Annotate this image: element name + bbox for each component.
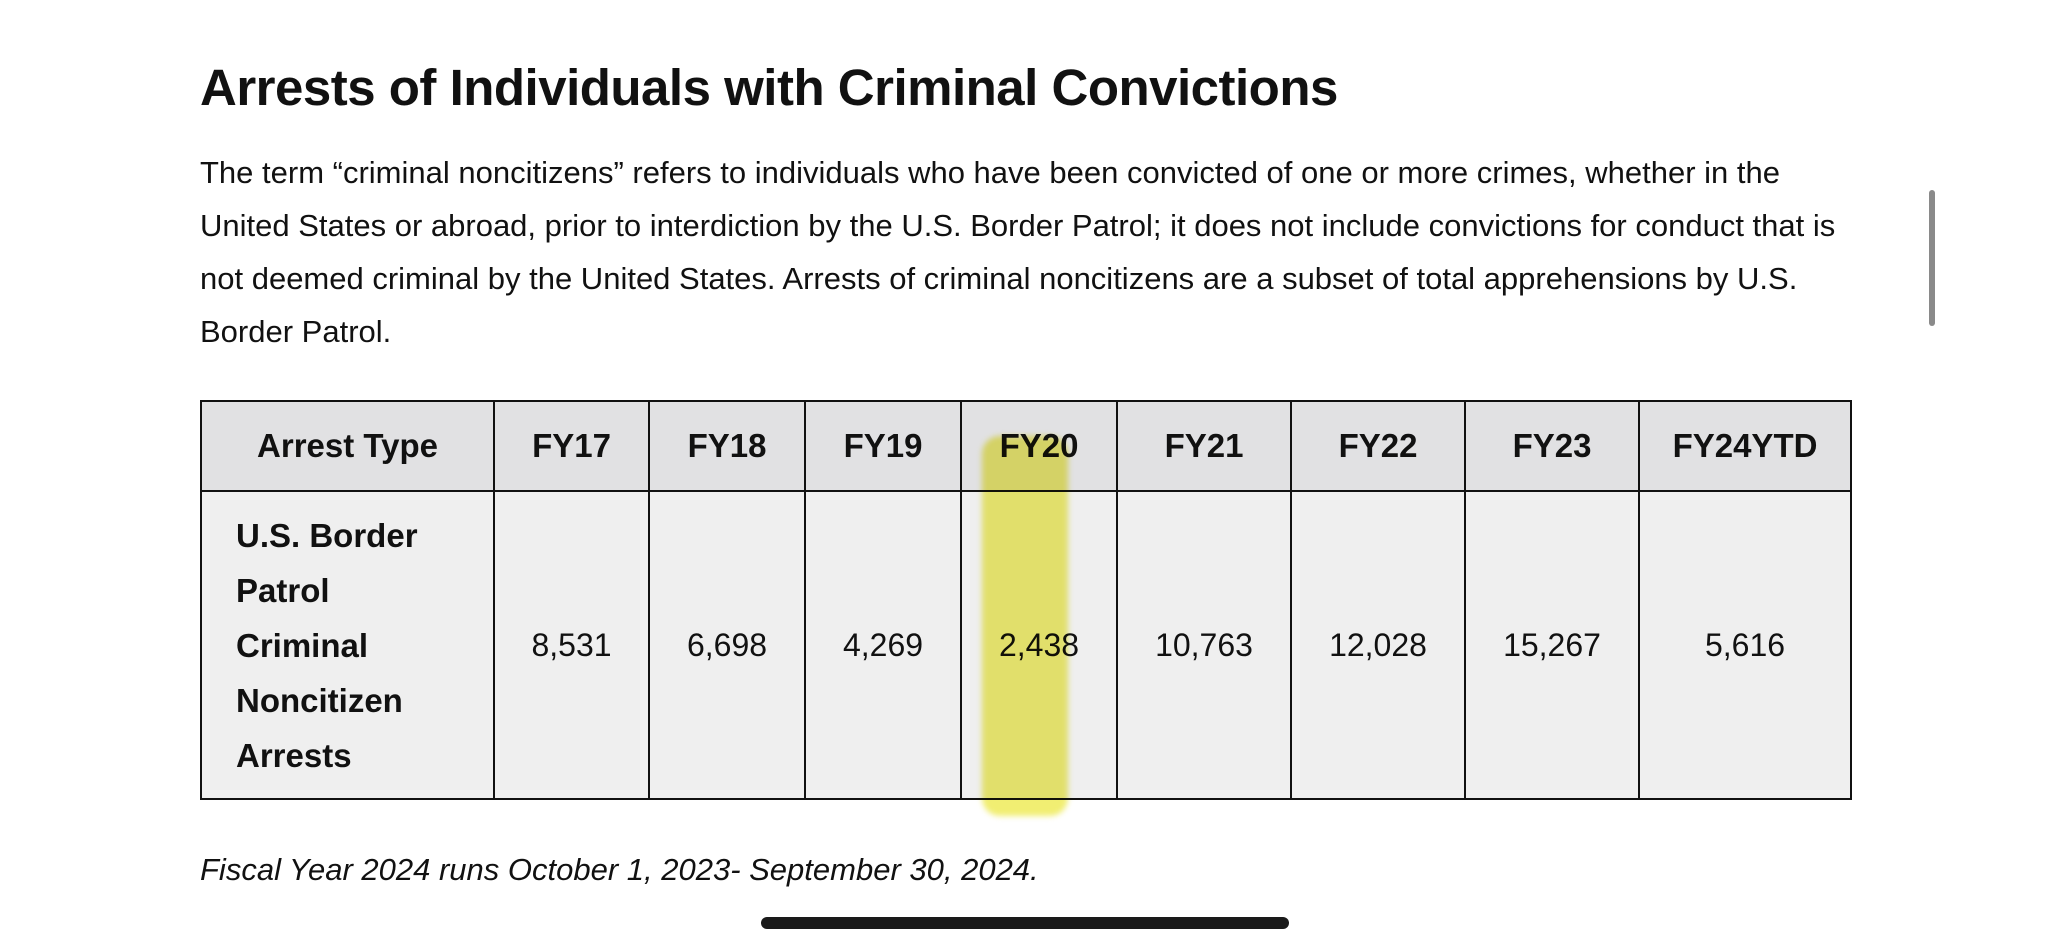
- header-fy22: FY22: [1290, 400, 1466, 492]
- section-title: Arrests of Individuals with Criminal Con…: [200, 59, 1338, 116]
- cell-fy21: 10,763: [1116, 490, 1292, 800]
- header-fy18: FY18: [648, 400, 806, 492]
- row-label-line: U.S. Border: [236, 516, 418, 554]
- footnote: Fiscal Year 2024 runs October 1, 2023- S…: [200, 852, 1039, 887]
- row-label-cell: U.S. Border Patrol Criminal Noncitizen A…: [200, 490, 495, 800]
- row-label-line: Noncitizen: [236, 681, 403, 719]
- header-arrest-type: Arrest Type: [200, 400, 495, 492]
- header-fy21: FY21: [1116, 400, 1292, 492]
- cell-fy24ytd: 5,616: [1638, 490, 1852, 800]
- arrests-table: Arrest Type FY17 FY18 FY19 FY20 FY21 FY2…: [200, 400, 1852, 800]
- cell-fy20: 2,438: [960, 490, 1118, 800]
- row-label-line: Criminal: [236, 626, 369, 664]
- cell-fy18: 6,698: [648, 490, 806, 800]
- table-header-row: Arrest Type FY17 FY18 FY19 FY20 FY21 FY2…: [200, 400, 1852, 492]
- header-fy20: FY20: [960, 400, 1118, 492]
- row-label-line: Patrol: [236, 571, 330, 609]
- row-label-line: Arrests: [236, 736, 352, 774]
- header-fy24ytd: FY24YTD: [1638, 400, 1852, 492]
- vertical-scrollbar[interactable]: [1929, 190, 1935, 326]
- table-row: U.S. Border Patrol Criminal Noncitizen A…: [200, 490, 1852, 800]
- home-indicator[interactable]: [761, 917, 1289, 929]
- cell-fy22: 12,028: [1290, 490, 1466, 800]
- header-fy19: FY19: [804, 400, 962, 492]
- header-fy17: FY17: [493, 400, 650, 492]
- header-fy23: FY23: [1464, 400, 1640, 492]
- cell-fy23: 15,267: [1464, 490, 1640, 800]
- cell-fy19: 4,269: [804, 490, 962, 800]
- cell-fy17: 8,531: [493, 490, 650, 800]
- intro-paragraph: The term “criminal noncitizens” refers t…: [200, 155, 1836, 349]
